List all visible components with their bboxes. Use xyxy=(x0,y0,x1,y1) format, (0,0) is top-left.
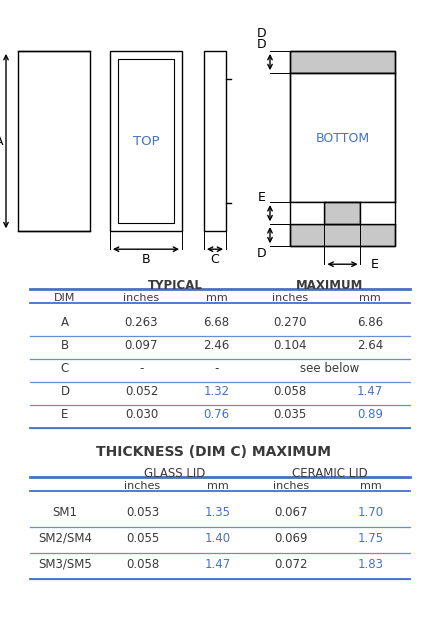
Text: 0.89: 0.89 xyxy=(357,408,383,421)
Text: 0.072: 0.072 xyxy=(274,558,308,571)
Text: -: - xyxy=(139,363,144,375)
Text: 0.76: 0.76 xyxy=(203,408,229,421)
Bar xyxy=(290,224,395,246)
Text: mm: mm xyxy=(207,481,229,491)
Text: D: D xyxy=(257,37,267,51)
Text: 1.83: 1.83 xyxy=(358,558,384,571)
Text: 0.270: 0.270 xyxy=(273,316,307,330)
Text: B: B xyxy=(142,253,150,265)
Text: 1.35: 1.35 xyxy=(205,505,231,519)
Text: C: C xyxy=(61,363,69,375)
Text: 0.053: 0.053 xyxy=(126,505,159,519)
Text: C: C xyxy=(211,253,220,265)
Text: 0.055: 0.055 xyxy=(126,531,159,545)
Bar xyxy=(204,51,226,231)
Bar xyxy=(110,51,182,231)
Bar xyxy=(118,59,174,223)
Text: BOTTOM: BOTTOM xyxy=(315,132,369,145)
Bar xyxy=(324,202,360,224)
Text: 6.86: 6.86 xyxy=(357,316,383,330)
Text: inches: inches xyxy=(123,293,160,304)
Text: 0.058: 0.058 xyxy=(126,558,159,571)
Text: 0.052: 0.052 xyxy=(125,385,158,398)
Text: inches: inches xyxy=(272,293,308,304)
Text: SM3/SM5: SM3/SM5 xyxy=(38,558,92,571)
Text: B: B xyxy=(61,339,69,352)
Text: E: E xyxy=(258,190,266,204)
Text: 0.263: 0.263 xyxy=(125,316,158,330)
Text: 0.035: 0.035 xyxy=(273,408,306,421)
Text: 0.067: 0.067 xyxy=(274,505,308,519)
Text: 0.030: 0.030 xyxy=(125,408,158,421)
Bar xyxy=(18,51,90,231)
Text: 1.32: 1.32 xyxy=(203,385,229,398)
Text: 1.40: 1.40 xyxy=(205,531,231,545)
Text: 1.75: 1.75 xyxy=(358,531,384,545)
Text: D: D xyxy=(257,27,267,39)
Text: TYPICAL: TYPICAL xyxy=(148,279,202,292)
Text: 6.68: 6.68 xyxy=(203,316,229,330)
Text: A: A xyxy=(0,135,3,147)
Text: 1.47: 1.47 xyxy=(357,385,383,398)
Text: E: E xyxy=(371,258,378,271)
Text: CERAMIC LID: CERAMIC LID xyxy=(292,467,368,480)
Text: MAXIMUM: MAXIMUM xyxy=(296,279,364,292)
Text: 0.069: 0.069 xyxy=(274,531,308,545)
Text: THICKNESS (DIM C) MAXIMUM: THICKNESS (DIM C) MAXIMUM xyxy=(96,445,332,459)
Text: D: D xyxy=(257,247,267,260)
Text: see below: see below xyxy=(300,363,360,375)
Text: mm: mm xyxy=(359,293,381,304)
Text: SM2/SM4: SM2/SM4 xyxy=(38,531,92,545)
Text: mm: mm xyxy=(360,481,382,491)
Bar xyxy=(290,202,324,224)
Text: mm: mm xyxy=(205,293,227,304)
Text: 2.46: 2.46 xyxy=(203,339,230,352)
Text: A: A xyxy=(61,316,69,330)
Text: 1.47: 1.47 xyxy=(205,558,231,571)
Text: inches: inches xyxy=(273,481,309,491)
Text: E: E xyxy=(61,408,68,421)
Text: 2.64: 2.64 xyxy=(357,339,383,352)
Text: 0.058: 0.058 xyxy=(273,385,306,398)
Text: GLASS LID: GLASS LID xyxy=(144,467,206,480)
Bar xyxy=(290,73,395,202)
Text: SM1: SM1 xyxy=(53,505,77,519)
Text: 0.097: 0.097 xyxy=(125,339,158,352)
Text: TOP: TOP xyxy=(133,135,159,147)
Text: -: - xyxy=(214,363,219,375)
Text: inches: inches xyxy=(125,481,160,491)
Text: DIM: DIM xyxy=(54,293,76,304)
Bar xyxy=(290,51,395,73)
Bar xyxy=(360,202,395,224)
Text: 1.70: 1.70 xyxy=(358,505,384,519)
Bar xyxy=(290,51,395,246)
Text: 0.104: 0.104 xyxy=(273,339,307,352)
Text: D: D xyxy=(60,385,70,398)
